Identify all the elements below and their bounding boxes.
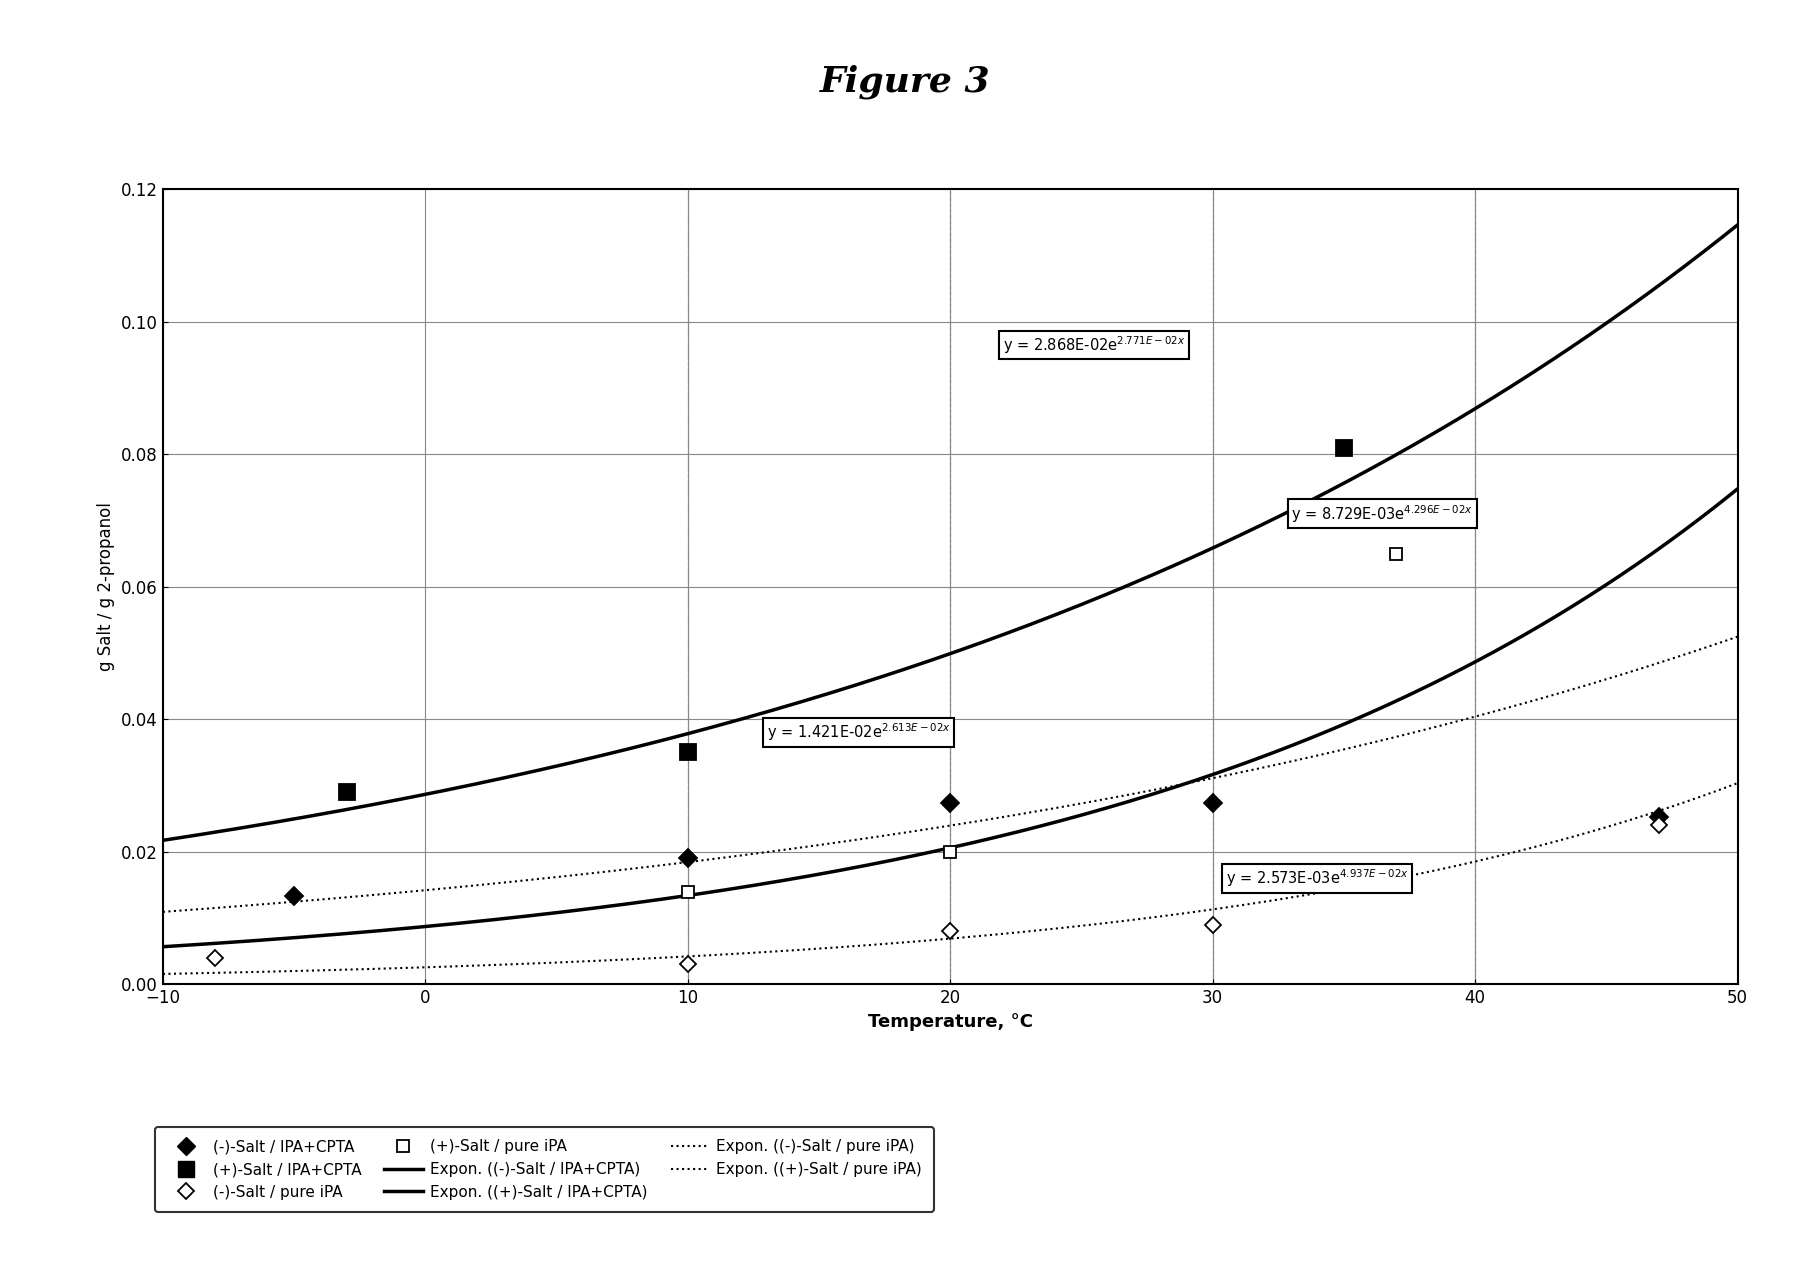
Text: y = 8.729E-03e$^{4.296E-02x}$: y = 8.729E-03e$^{4.296E-02x}$ bbox=[1291, 504, 1473, 525]
X-axis label: Temperature, °C: Temperature, °C bbox=[867, 1013, 1034, 1031]
Text: Figure 3: Figure 3 bbox=[820, 64, 990, 100]
Text: y = 2.573E-03e$^{4.937E-02x}$: y = 2.573E-03e$^{4.937E-02x}$ bbox=[1225, 867, 1408, 890]
Text: y = 2.868E-02e$^{2.771E-02x}$: y = 2.868E-02e$^{2.771E-02x}$ bbox=[1003, 334, 1186, 356]
Y-axis label: g Salt / g 2-propanol: g Salt / g 2-propanol bbox=[98, 502, 116, 671]
Legend: (-)-Salt / IPA+CPTA, (+)-Salt / IPA+CPTA, (-)-Salt / pure iPA, (+)-Salt / pure i: (-)-Salt / IPA+CPTA, (+)-Salt / IPA+CPTA… bbox=[156, 1127, 934, 1212]
Text: y = 1.421E-02e$^{2.613E-02x}$: y = 1.421E-02e$^{2.613E-02x}$ bbox=[767, 722, 950, 743]
